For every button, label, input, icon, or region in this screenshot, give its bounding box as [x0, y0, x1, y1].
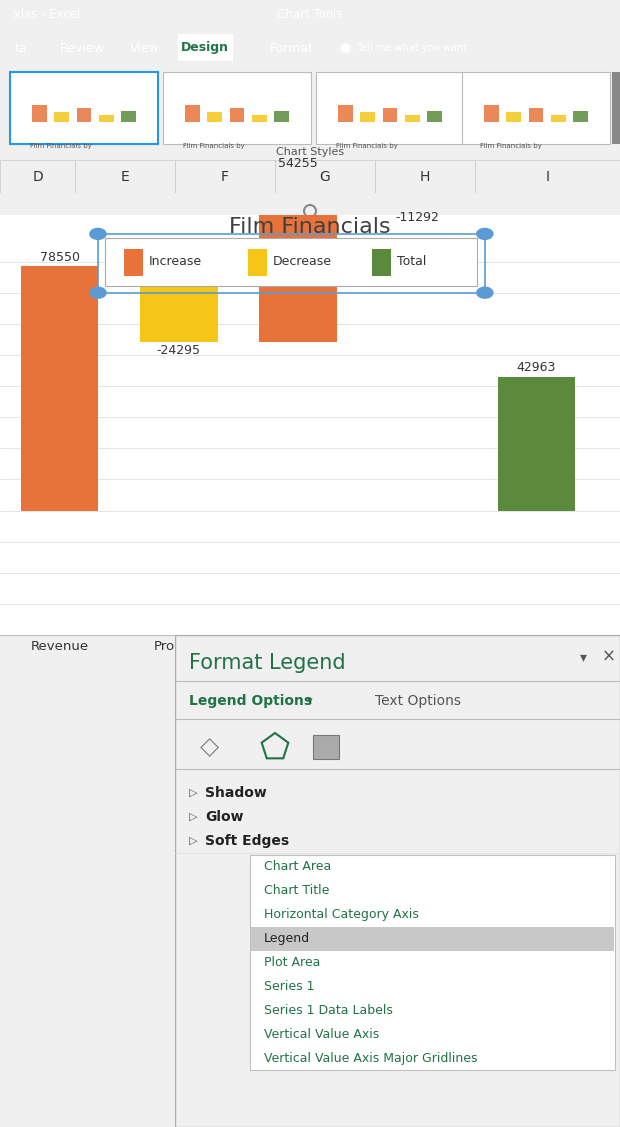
Bar	[383, 108, 397, 123]
Text: H: H	[420, 170, 430, 184]
Bar	[121, 112, 136, 123]
Bar	[372, 249, 391, 276]
Text: 54255: 54255	[278, 158, 318, 170]
Text: Text Options: Text Options	[375, 694, 461, 708]
Text: .xlxs - Excel: .xlxs - Excel	[10, 9, 80, 21]
Bar	[208, 113, 222, 123]
Text: Shadow: Shadow	[205, 786, 267, 800]
Bar	[124, 249, 143, 276]
Text: Plot Area: Plot Area	[264, 956, 321, 969]
Bar	[175, 160, 275, 193]
Bar	[274, 112, 289, 123]
Bar	[185, 105, 200, 123]
Bar	[573, 112, 588, 123]
Text: -11292: -11292	[396, 211, 439, 223]
Bar	[248, 249, 267, 276]
Text: Series 1: Series 1	[264, 979, 314, 993]
Text: 78550: 78550	[40, 250, 79, 264]
Bar	[32, 105, 47, 123]
Circle shape	[477, 229, 493, 239]
Bar	[21, 266, 99, 511]
Text: E: E	[121, 170, 130, 184]
Text: Film Financials by: Film Financials by	[480, 143, 542, 149]
Text: Format: Format	[270, 42, 314, 54]
Bar	[105, 238, 477, 286]
Text: Film Financials by: Film Financials by	[183, 143, 245, 149]
Circle shape	[477, 287, 493, 299]
Bar	[140, 266, 218, 341]
Text: ▾: ▾	[580, 650, 587, 664]
Text: Glow: Glow	[205, 810, 244, 824]
Bar	[178, 34, 233, 61]
Bar	[551, 115, 565, 123]
Bar	[484, 105, 499, 123]
Text: Vertical Value Axis: Vertical Value Axis	[264, 1028, 379, 1040]
Text: 42963: 42963	[517, 362, 556, 374]
Bar	[251, 926, 614, 950]
Text: Chart Tools: Chart Tools	[277, 9, 343, 21]
Text: Legend: Legend	[264, 932, 310, 946]
Bar	[498, 376, 575, 511]
Bar	[229, 108, 244, 123]
Bar	[0, 160, 75, 193]
Text: Film Financials by: Film Financials by	[336, 143, 398, 149]
Bar	[462, 72, 610, 144]
Text: ▷: ▷	[189, 811, 198, 822]
Text: ▾: ▾	[307, 696, 312, 706]
Bar	[275, 160, 375, 193]
Bar	[338, 105, 353, 123]
Bar	[259, 172, 337, 341]
Text: ◇: ◇	[200, 735, 219, 758]
Text: ta: ta	[15, 42, 28, 54]
Text: Vertical Value Axis Major Gridlines: Vertical Value Axis Major Gridlines	[264, 1051, 477, 1065]
Text: View: View	[130, 42, 160, 54]
Bar	[75, 160, 175, 193]
Text: Total: Total	[397, 255, 426, 268]
Circle shape	[90, 229, 106, 239]
Bar	[163, 72, 311, 144]
Text: Film Financials: Film Financials	[229, 218, 391, 238]
Circle shape	[90, 287, 106, 299]
Text: ×: ×	[602, 648, 616, 666]
Text: ▷: ▷	[189, 788, 198, 798]
Text: Decrease: Decrease	[273, 255, 332, 268]
Text: -24295: -24295	[157, 344, 201, 357]
Text: Legend Options: Legend Options	[189, 694, 312, 708]
Bar	[98, 234, 485, 293]
Bar	[507, 113, 521, 123]
Text: Series 1 Data Labels: Series 1 Data Labels	[264, 1004, 393, 1017]
Bar	[379, 172, 456, 208]
Text: Chart Area: Chart Area	[264, 860, 331, 873]
Bar	[475, 160, 620, 193]
Bar	[99, 115, 113, 123]
Bar	[427, 112, 442, 123]
Bar	[612, 72, 620, 144]
Bar	[529, 108, 543, 123]
Text: Increase: Increase	[149, 255, 202, 268]
Text: Horizontal Category Axis: Horizontal Category Axis	[264, 908, 419, 921]
Text: Design: Design	[181, 42, 229, 54]
Text: Chart Title: Chart Title	[264, 885, 329, 897]
Bar	[375, 160, 475, 193]
Bar	[252, 115, 267, 123]
Text: Review: Review	[60, 42, 105, 54]
Text: G: G	[320, 170, 330, 184]
Text: ⬤  Tell me what you want: ⬤ Tell me what you want	[340, 43, 467, 53]
Text: D: D	[32, 170, 43, 184]
Text: Chart Styles: Chart Styles	[276, 147, 344, 157]
Text: Film Financials by: Film Financials by	[30, 143, 92, 149]
Text: I: I	[546, 170, 549, 184]
Bar	[405, 115, 420, 123]
Bar	[360, 113, 375, 123]
Bar	[250, 855, 615, 1070]
Text: ▷: ▷	[189, 836, 198, 846]
Text: Soft Edges: Soft Edges	[205, 834, 289, 848]
Bar	[10, 72, 158, 144]
Bar	[313, 735, 339, 758]
Bar	[77, 108, 91, 123]
Bar	[316, 72, 464, 144]
Text: F: F	[221, 170, 229, 184]
Bar	[55, 113, 69, 123]
Text: Format Legend: Format Legend	[189, 653, 345, 673]
